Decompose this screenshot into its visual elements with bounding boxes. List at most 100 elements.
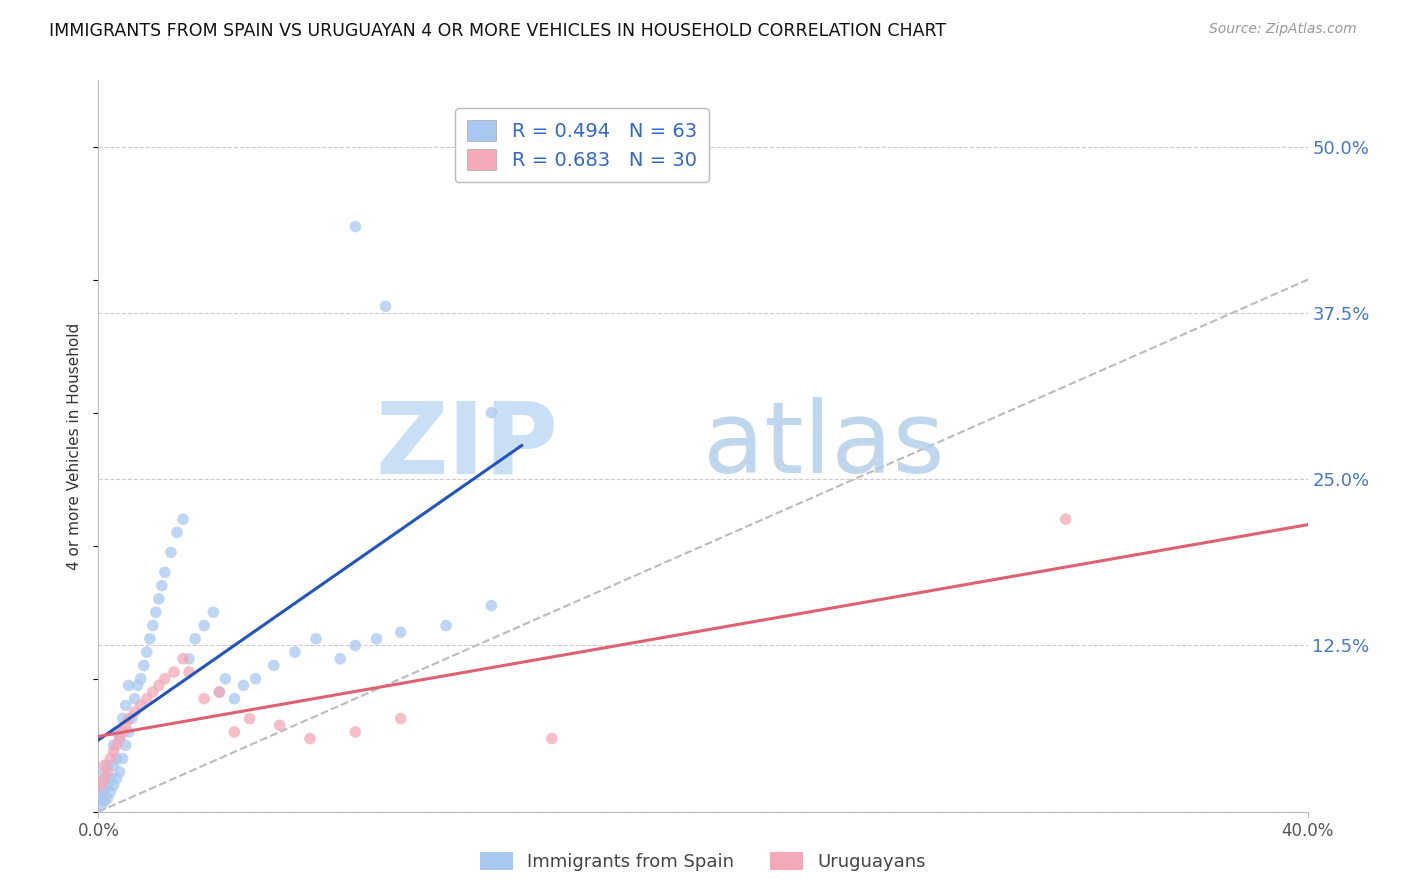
Point [93,764,115,779]
Point [142,685,165,699]
Y-axis label: 4 or more Vehicles in Household: 4 or more Vehicles in Household [67,322,83,570]
Point [118,678,141,692]
Point [96,758,118,772]
Point [132,658,155,673]
Point [114,718,136,732]
Point [108,731,131,746]
Point [299,731,322,746]
Point [193,691,215,706]
Point [239,712,262,726]
Point [103,758,125,772]
Point [224,725,246,739]
Point [389,712,412,726]
Point [305,632,328,646]
Text: IMMIGRANTS FROM SPAIN VS URUGUAYAN 4 OR MORE VEHICLES IN HOUSEHOLD CORRELATION C: IMMIGRANTS FROM SPAIN VS URUGUAYAN 4 OR … [49,22,946,40]
Point [118,725,141,739]
Point [129,672,152,686]
Point [111,712,134,726]
Point [179,652,201,666]
Point [103,745,125,759]
Point [100,772,122,786]
Point [214,672,236,686]
Point [269,718,291,732]
Text: ZIP: ZIP [375,398,558,494]
Point [90,798,112,813]
Point [105,738,128,752]
Point [90,791,112,805]
Point [208,685,231,699]
Point [166,525,188,540]
Point [93,794,115,808]
Point [145,605,167,619]
Point [111,751,134,765]
Point [100,785,122,799]
Point [96,791,118,805]
Legend: Immigrants from Spain, Uruguayans: Immigrants from Spain, Uruguayans [472,845,934,879]
Point [114,698,136,713]
Point [184,632,207,646]
Point [103,738,125,752]
Point [329,652,352,666]
Point [124,691,146,706]
Point [179,665,201,679]
Point [105,751,128,765]
Point [374,299,396,313]
Point [481,599,503,613]
Point [263,658,285,673]
Point [129,698,152,713]
Point [118,712,141,726]
Point [111,725,134,739]
Point [90,785,112,799]
Point [148,678,170,692]
Point [93,758,115,772]
Point [172,512,194,526]
Point [150,579,173,593]
Point [202,605,225,619]
Point [153,672,176,686]
Point [103,778,125,792]
Point [135,645,157,659]
Point [114,738,136,752]
Text: atlas: atlas [703,398,945,494]
Point [434,618,457,632]
Point [124,705,146,719]
Point [105,772,128,786]
Point [93,772,115,786]
Point [160,545,183,559]
Point [284,645,307,659]
Point [100,751,122,765]
Point [366,632,388,646]
Legend: R = 0.494   N = 63, R = 0.683   N = 30: R = 0.494 N = 63, R = 0.683 N = 30 [456,108,709,182]
Point [344,639,367,653]
Point [208,685,231,699]
Point [121,712,143,726]
Point [481,406,503,420]
Point [96,764,118,779]
Point [163,665,186,679]
Point [135,691,157,706]
Point [93,772,115,786]
Point [90,778,112,792]
Point [108,731,131,746]
Point [90,778,112,792]
Point [96,778,118,792]
Point [389,625,412,640]
Point [127,678,149,692]
Point [105,725,128,739]
Point [172,652,194,666]
Point [540,731,562,746]
Point [245,672,267,686]
Point [224,691,246,706]
Point [344,219,367,234]
Point [232,678,254,692]
Point [148,591,170,606]
Point [1054,512,1077,526]
Text: Source: ZipAtlas.com: Source: ZipAtlas.com [1209,22,1357,37]
Point [108,764,131,779]
Point [153,566,176,580]
Point [193,618,215,632]
Point [142,618,165,632]
Point [93,785,115,799]
Point [139,632,162,646]
Point [344,725,367,739]
